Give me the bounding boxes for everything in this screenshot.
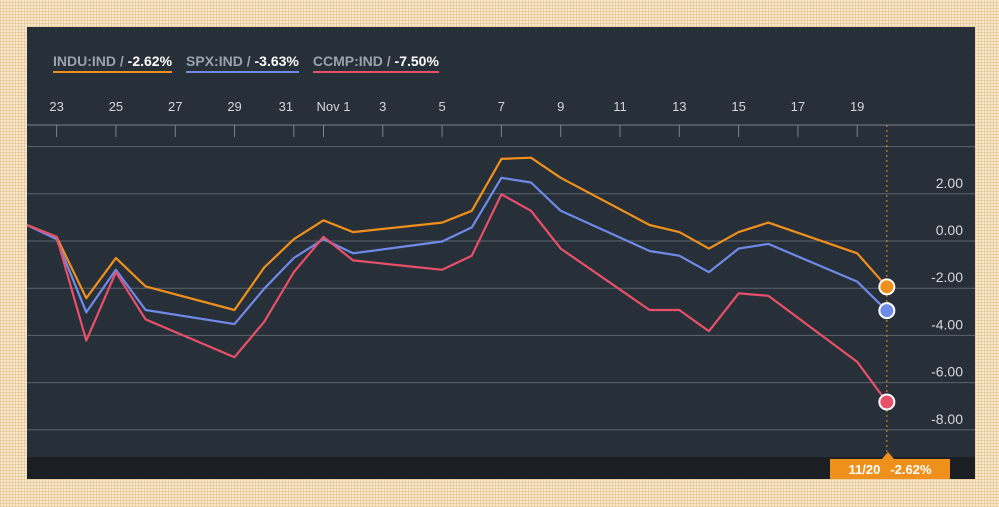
y-tick-label: -2.00 — [931, 269, 963, 285]
x-tick-label: 5 — [438, 99, 445, 114]
marker-layer — [878, 278, 896, 411]
legend-value-ccmp: -7.50% — [394, 53, 439, 69]
series-line-spx[interactable] — [27, 176, 888, 326]
legend-item-ccmp[interactable]: CCMP:IND / -7.50% — [312, 53, 439, 73]
legend-name-indu: INDU:IND / — [53, 53, 124, 69]
series-layer — [27, 156, 888, 403]
y-tick-label: -6.00 — [931, 364, 963, 380]
x-tick-label: 17 — [791, 99, 805, 114]
x-tick-label: 3 — [379, 99, 386, 114]
x-tick-label: 13 — [672, 99, 686, 114]
x-tick-label: 29 — [227, 99, 241, 114]
x-tick-label: 27 — [168, 99, 182, 114]
legend-name-spx: SPX:IND / — [186, 53, 251, 69]
plot-area[interactable]: 23 25 27 29 31 Nov 1 3 5 7 9 11 13 15 17 19 2.00 0.00 -2… — [27, 27, 975, 479]
x-tick-label: 15 — [731, 99, 745, 114]
tooltip-value: -2.62% — [890, 461, 932, 477]
y-axis: 2.00 0.00 -2.00 -4.00 -6.00 -8.00 — [931, 175, 963, 427]
legend-name-ccmp: CCMP:IND / — [312, 53, 391, 69]
y-tick-label: -8.00 — [931, 411, 963, 427]
legend-item-indu[interactable]: INDU:IND / -2.62% — [53, 53, 173, 73]
grid-layer — [27, 146, 975, 431]
end-marker-indu[interactable] — [878, 278, 896, 296]
tooltip-badge: 11/20 -2.62% — [830, 452, 950, 479]
y-tick-label: 0.00 — [936, 222, 963, 238]
series-line-ccmp[interactable] — [27, 193, 888, 403]
end-marker-ccmp[interactable] — [878, 393, 896, 411]
chart-panel: INDU:IND / -2.62% SPX:IND / -3.63% CCMP:… — [27, 27, 975, 479]
x-tick-label: Nov 1 — [317, 99, 351, 114]
x-tick-label: 23 — [49, 99, 63, 114]
bottom-bar — [27, 457, 975, 479]
y-tick-label: -4.00 — [931, 316, 963, 332]
x-tick-label: 31 — [279, 99, 293, 114]
x-tick-label: 25 — [109, 99, 123, 114]
x-tick-label: 9 — [557, 99, 564, 114]
x-axis: 23 25 27 29 31 Nov 1 3 5 7 9 11 13 15 17 19 — [27, 99, 975, 137]
legend: INDU:IND / -2.62% SPX:IND / -3.63% CCMP:… — [53, 53, 439, 75]
y-tick-label: 2.00 — [936, 175, 963, 191]
legend-value-indu: -2.62% — [127, 53, 173, 69]
series-line-indu[interactable] — [27, 156, 888, 312]
end-marker-spx[interactable] — [878, 302, 896, 320]
tooltip-date: 11/20 — [848, 461, 881, 477]
x-tick-label: 11 — [613, 99, 627, 114]
x-tick-label: 19 — [850, 99, 864, 114]
legend-value-spx: -3.63% — [254, 53, 299, 69]
legend-item-spx[interactable]: SPX:IND / -3.63% — [186, 53, 299, 73]
x-tick-label: 7 — [498, 99, 505, 114]
